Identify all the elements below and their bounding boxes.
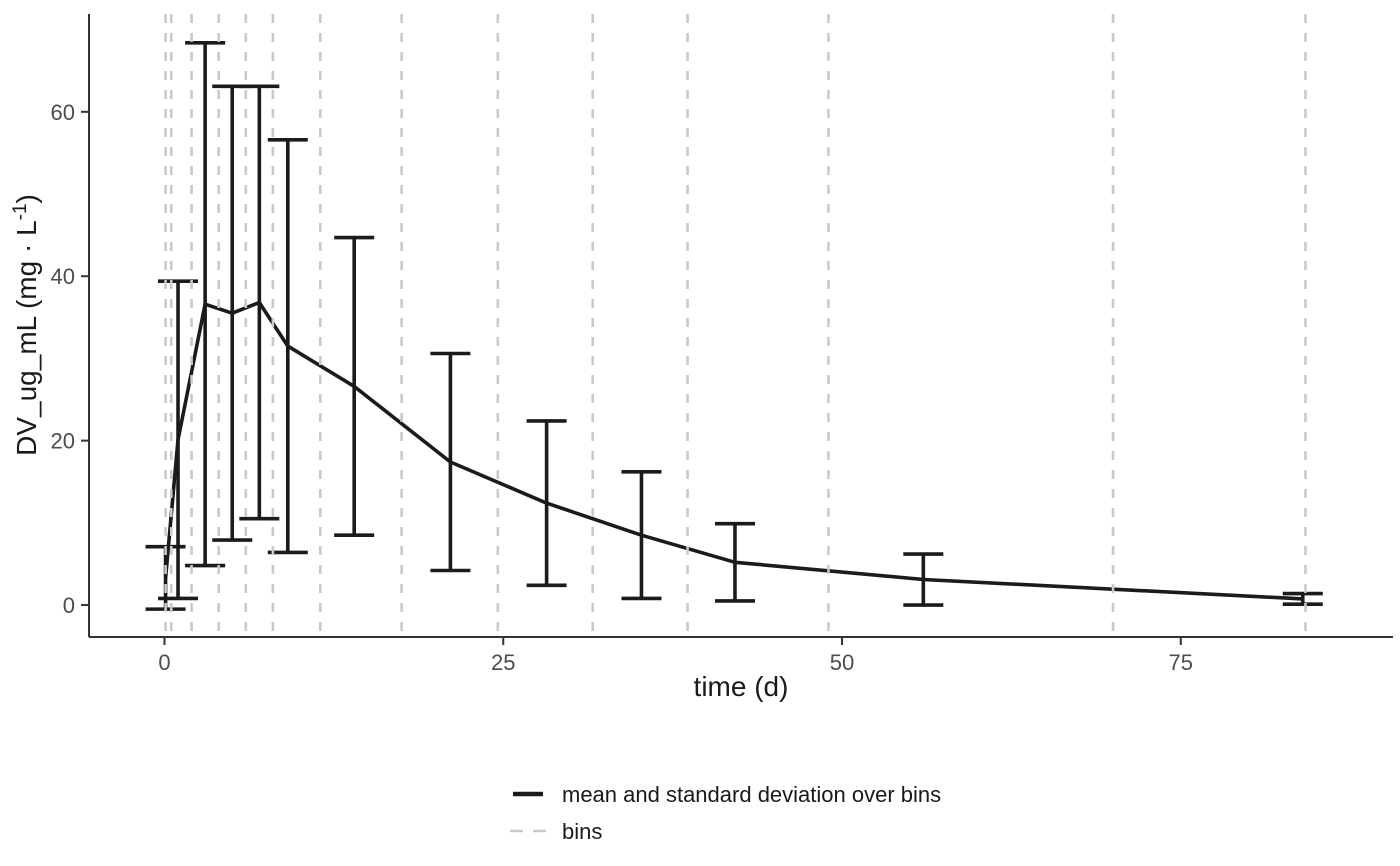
y-tick-label: 40 [51,264,75,289]
x-tick-label: 0 [158,650,170,675]
legend-label-mean: mean and standard deviation over bins [562,782,941,807]
y-axis-title: DV_ug_mL (mg · L-1) [10,194,42,456]
x-ticks: 0 25 50 75 [158,637,1193,675]
y-ticks: 0 20 40 60 [51,100,89,618]
y-tick-label: 0 [63,593,75,618]
x-tick-label: 50 [830,650,854,675]
x-tick-label: 75 [1169,650,1193,675]
y-tick-label: 60 [51,100,75,125]
mean-line [163,300,1303,601]
legend-label-bins: bins [562,819,602,844]
axes-layer: 0 25 50 75 0 20 40 60 time (d) DV_ug_mL (mg · … [10,14,1393,702]
series-layer [145,40,1323,611]
x-tick-label: 25 [491,650,515,675]
legend: mean and standard deviation over bins bi… [510,782,941,844]
x-axis-title: time (d) [694,671,789,702]
bins-layer [164,14,1307,636]
y-tick-label: 20 [51,429,75,454]
